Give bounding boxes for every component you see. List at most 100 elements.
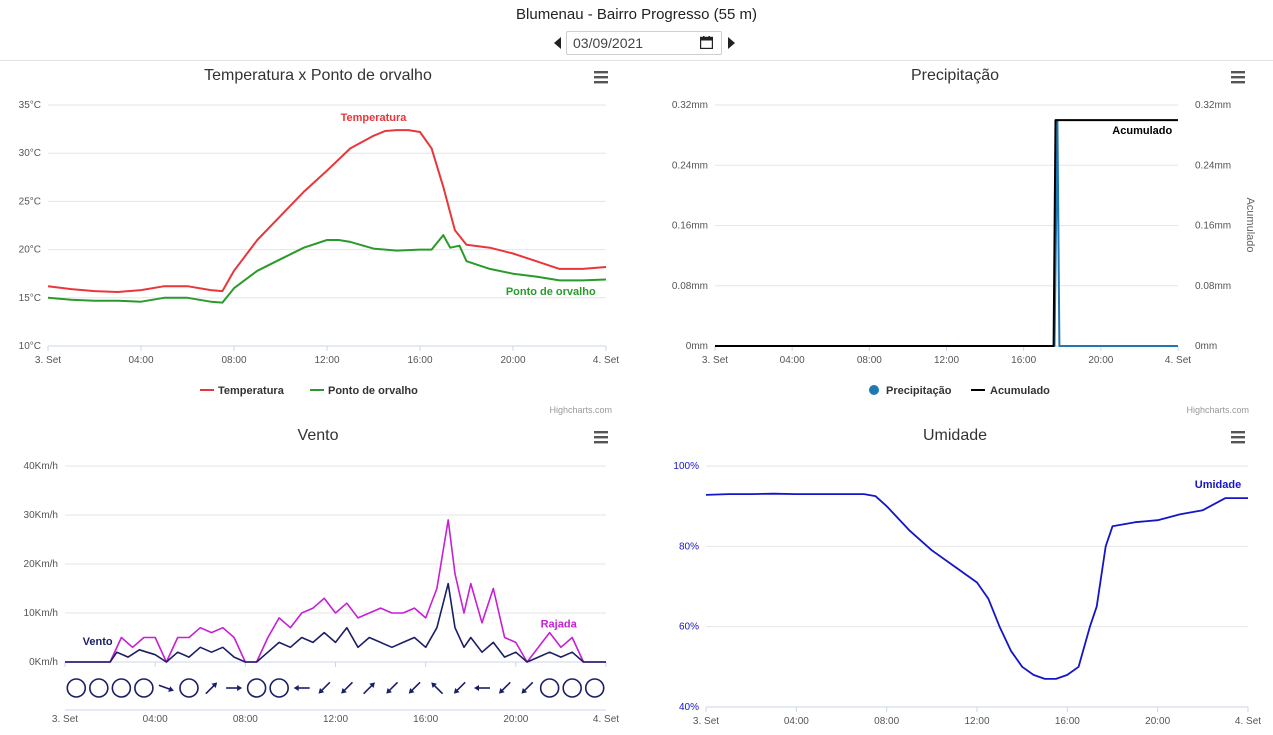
calm-wind-icon bbox=[269, 678, 289, 698]
legend-item[interactable]: Precipitação bbox=[869, 385, 952, 397]
wind-series-label: Vento bbox=[83, 636, 113, 648]
chart-title: Temperatura x Ponto de orvalho bbox=[204, 67, 432, 84]
legend-item[interactable]: Temperatura bbox=[200, 385, 285, 397]
calm-wind-icon bbox=[89, 678, 109, 698]
credits-link[interactable]: Highcharts.com bbox=[1186, 405, 1249, 415]
y-tick-label: 80% bbox=[679, 541, 699, 552]
menu-icon[interactable] bbox=[1231, 431, 1245, 444]
temperature-dewpoint-chart: Temperatura x Ponto de orvalho 10°C 15°C 20… bbox=[19, 67, 620, 415]
accumulated-series-label: Acumulado bbox=[1112, 125, 1172, 137]
y-tick-label: 20°C bbox=[19, 245, 41, 256]
calendar-icon[interactable] bbox=[700, 36, 713, 49]
dewpoint-series-label: Ponto de orvalho bbox=[506, 286, 596, 298]
temperature-series-label: Temperatura bbox=[341, 112, 408, 124]
y-tick-label: 10Km/h bbox=[24, 608, 58, 619]
x-tick-label: 3. Set bbox=[52, 714, 78, 725]
x-tick-label: 16:00 bbox=[413, 714, 438, 725]
accumulated-line bbox=[715, 119, 1178, 347]
y-tick-label: 40% bbox=[679, 702, 699, 713]
arrow-head bbox=[474, 685, 479, 691]
x-tick-label: 20:00 bbox=[1088, 355, 1113, 366]
x-tick-label: 4. Set bbox=[593, 355, 619, 366]
precipitation-chart: Precipitação 0mm 0.08mm 0.16mm 0.24mm 0.32mm 3… bbox=[672, 67, 1256, 415]
legend-label: Precipitação bbox=[886, 385, 952, 397]
y-tick-label: 30°C bbox=[19, 148, 41, 159]
x-tick-label: 12:00 bbox=[323, 714, 348, 725]
menu-icon-bar bbox=[1231, 76, 1245, 79]
wind-direction-arrow-icon bbox=[293, 685, 310, 691]
legend-label: Temperatura bbox=[218, 385, 285, 397]
y2-axis-title: Acumulado bbox=[1244, 197, 1256, 252]
arrow-head bbox=[237, 685, 243, 691]
menu-icon[interactable] bbox=[594, 431, 608, 444]
menu-icon[interactable] bbox=[1231, 71, 1245, 84]
legend-item[interactable]: Acumulado bbox=[971, 385, 1050, 397]
y-tick-label: 100% bbox=[673, 461, 699, 472]
humidity-chart: Umidade 40% 60% 80% 100% 3. Set 04:00 08:00 12:0… bbox=[673, 427, 1261, 727]
arrow-head bbox=[341, 688, 347, 694]
x-tick-label: 16:00 bbox=[1011, 355, 1036, 366]
menu-icon[interactable] bbox=[594, 71, 608, 84]
arrow-head bbox=[168, 686, 174, 692]
y-tick-label: 0Km/h bbox=[29, 657, 58, 668]
legend-item[interactable]: Ponto de orvalho bbox=[310, 385, 418, 397]
legend-swatch bbox=[869, 385, 879, 395]
x-tick-label: 12:00 bbox=[314, 355, 339, 366]
x-tick-label: 3. Set bbox=[35, 355, 61, 366]
menu-icon-bar bbox=[594, 71, 608, 74]
x-tick-label: 4. Set bbox=[1165, 355, 1191, 366]
wind-direction-arrow-icon bbox=[158, 684, 174, 692]
gust-series-label: Rajada bbox=[541, 619, 578, 631]
arrow-head bbox=[498, 688, 505, 694]
legend-label: Acumulado bbox=[990, 385, 1050, 397]
x-tick-label: 12:00 bbox=[934, 355, 959, 366]
wind-direction-arrow-icon bbox=[431, 682, 444, 695]
next-day-button[interactable] bbox=[728, 37, 735, 49]
arrow-head bbox=[293, 685, 299, 691]
y2-tick-label: 0.16mm bbox=[1195, 221, 1231, 232]
calm-wind-icon bbox=[66, 678, 87, 698]
calm-wind-icon bbox=[246, 678, 267, 698]
wind-direction-arrow-icon bbox=[453, 681, 466, 694]
humidity-series-label: Umidade bbox=[1195, 479, 1241, 491]
menu-icon-bar bbox=[594, 441, 608, 444]
x-tick-label: 3. Set bbox=[693, 716, 719, 727]
y2-tick-label: 0.24mm bbox=[1195, 160, 1231, 171]
calm-wind-icon bbox=[111, 678, 132, 698]
x-tick-label: 4. Set bbox=[593, 714, 619, 725]
chart-title: Precipitação bbox=[911, 67, 999, 84]
humidity-line bbox=[705, 492, 1248, 680]
x-tick-label: 20:00 bbox=[503, 714, 528, 725]
x-tick-label: 04:00 bbox=[784, 716, 809, 727]
wind-direction-arrow-icon bbox=[521, 681, 534, 694]
page-header: Blumenau - Bairro Progresso (55 m) bbox=[0, 0, 1273, 61]
wind-direction-arrow-icon bbox=[226, 685, 243, 691]
wind-direction-arrow-icon bbox=[498, 681, 511, 694]
menu-icon-bar bbox=[594, 431, 608, 434]
wind-direction-arrow-icon bbox=[318, 681, 331, 694]
y-tick-label: 20Km/h bbox=[24, 559, 58, 570]
menu-icon-bar bbox=[594, 76, 608, 79]
x-tick-label: 12:00 bbox=[964, 716, 989, 727]
wind-direction-arrow-icon bbox=[363, 682, 375, 695]
gust-line bbox=[65, 519, 606, 663]
y-tick-label: 30Km/h bbox=[24, 510, 58, 521]
credits-link[interactable]: Highcharts.com bbox=[549, 405, 612, 415]
y-tick-label: 10°C bbox=[19, 341, 41, 352]
arrow-head bbox=[386, 688, 392, 694]
arrow-head bbox=[318, 688, 325, 694]
x-tick-label: 3. Set bbox=[702, 355, 728, 366]
x-tick-label: 16:00 bbox=[1055, 716, 1080, 727]
legend: Precipitação Acumulado bbox=[869, 385, 1050, 397]
wind-direction-arrow-icon bbox=[474, 685, 490, 691]
menu-icon-bar bbox=[1231, 71, 1245, 74]
date-input[interactable] bbox=[566, 31, 722, 55]
previous-day-button[interactable] bbox=[554, 37, 561, 49]
y2-tick-label: 0.08mm bbox=[1195, 281, 1231, 292]
arrow-head bbox=[521, 688, 528, 694]
y2-tick-label: 0.32mm bbox=[1195, 100, 1231, 111]
legend: Temperatura Ponto de orvalho bbox=[200, 385, 418, 397]
legend-label: Ponto de orvalho bbox=[328, 385, 418, 397]
wind-direction-arrow-icon bbox=[386, 681, 399, 694]
arrow-head bbox=[211, 682, 218, 688]
